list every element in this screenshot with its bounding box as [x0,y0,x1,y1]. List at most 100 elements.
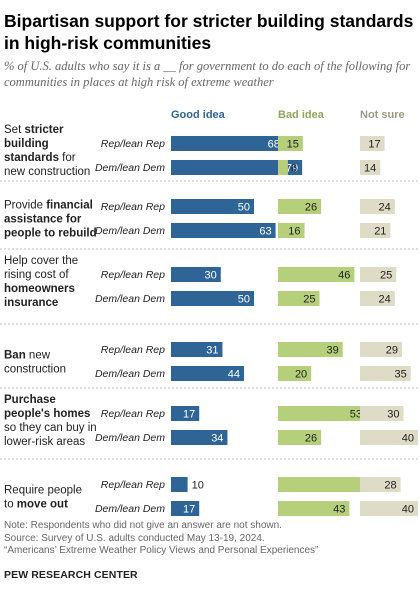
group-label: Dem/lean Dem [95,225,165,237]
bar-dem-0 [171,366,245,381]
item-label-bold: move out [17,499,68,511]
column-header-good-idea: Good idea [171,109,226,121]
bar-dem-1 [278,291,320,306]
bar-rep-2 [360,406,404,421]
data-label-rep-0: 10 [192,480,204,492]
group-label: Rep/lean Rep [101,269,165,281]
item-label-text: Provide [4,200,46,212]
bar-dem-0 [171,160,303,175]
source-text: Source: Survey of U.S. adults conducted … [4,532,265,544]
item-label-line: Set stricter [4,124,64,136]
data-label-dem-0: 79 [286,163,298,175]
bar-rep-2 [360,342,403,357]
note-text: Note: Respondents who did not give an an… [4,520,282,531]
data-label-dem-2: 40 [402,433,414,445]
item-label-line: standards for [4,152,76,164]
item-label-text: for [59,152,76,164]
item-label-text: Set [4,124,24,136]
bar-dem-2 [360,501,418,516]
item-label-bold: building [4,138,49,150]
item-label-line: Provide financial [4,200,93,212]
group-label: Dem/lean Dem [95,162,165,174]
bar-rep-0 [171,406,200,421]
group-label: Rep/lean Rep [101,201,165,213]
data-label-dem-0: 63 [259,226,271,238]
group-label: Dem/lean Dem [95,503,165,515]
bar-dem-1 [278,223,305,238]
bar-rep-1 [278,477,380,492]
column-header-not-sure: Not sure [360,109,405,121]
item-label-line: Help cover the [4,255,78,267]
item-label-bold: Ban [4,350,26,362]
bar-dem-1 [278,501,350,516]
column-header-bad-idea: Bad idea [278,109,325,121]
data-label-dem-0: 34 [211,433,223,445]
data-label-rep-0: 17 [183,409,195,421]
item-label-line: construction [4,364,66,376]
bar-rep-1 [278,136,303,151]
data-label-rep-2: 25 [380,270,392,282]
bar-rep-1 [278,342,343,357]
bar-rep-2 [360,267,397,282]
item-label-line: so they can buy in [4,422,97,434]
bar-rep-2 [360,477,401,492]
bar-rep-0 [171,199,254,214]
data-label-dem-0: 44 [228,369,240,381]
bar-dem-1 [278,160,288,175]
data-label-dem-2: 14 [364,163,376,175]
item-label-line: to move out [4,499,68,511]
data-label-rep-1: 15 [287,139,299,151]
bar-dem-1 [278,430,322,445]
group-label: Rep/lean Rep [101,344,165,356]
item-label-bold: financial [46,200,93,212]
group-label: Rep/lean Rep [101,479,165,491]
data-label-rep-2: 29 [386,345,398,357]
item-label-line: homeowners [4,283,75,295]
item-label-line: new construction [4,166,90,178]
item-label-line: Purchase [4,394,56,406]
data-label-dem-1: 25 [303,294,315,306]
item-label-bold: Purchase [4,394,56,406]
group-label: Dem/lean Dem [95,432,165,444]
data-label-rep-0: 68 [268,139,280,151]
item-label-line: insurance [4,297,58,309]
item-label-text: rising cost of [4,269,69,281]
data-label-rep-1: 39 [326,345,338,357]
item-label-text: construction [4,364,66,376]
item-label-text: new [26,350,51,362]
data-label-dem-1: 6 [291,163,297,175]
data-label-dem-1: 20 [295,369,307,381]
bar-rep-2 [360,136,385,151]
bar-dem-0 [171,291,254,306]
group-label: Rep/lean Rep [101,408,165,420]
data-label-dem-1: 26 [305,433,317,445]
item-label-text: to [4,499,17,511]
bar-rep-1 [278,199,322,214]
item-label-bold: people to rebuild [4,228,97,240]
bar-rep-0 [171,477,188,492]
data-label-rep-0: 31 [206,345,218,357]
item-label-line: building [4,138,49,150]
data-label-rep-1: 46 [338,270,350,282]
data-label-dem-0: 17 [183,504,195,516]
bar-dem-2 [360,430,418,445]
chart-subtitle: % of U.S. adults who say it is a __ for … [4,59,411,89]
bar-dem-1 [278,366,312,381]
data-label-rep-2: 17 [368,139,380,151]
data-label-rep-0: 50 [238,202,250,214]
data-label-dem-2: 21 [374,226,386,238]
item-label-text: Require people [4,485,82,497]
item-label-line: people's homes [4,408,90,420]
report-title-text: “Americans’ Extreme Weather Policy Views… [4,545,319,557]
item-label-line: Ban new [4,350,51,362]
data-label-dem-2: 40 [402,504,414,516]
item-label-text: Help cover the [4,255,78,267]
group-label: Rep/lean Rep [101,138,165,150]
bar-rep-1 [278,267,355,282]
item-label-bold: assistance for [4,214,82,226]
data-label-rep-2: 28 [384,480,396,492]
chart-title: Bipartisan support for stricter building… [4,11,414,53]
data-label-rep-0: 30 [205,270,217,282]
bar-dem-0 [171,430,228,445]
